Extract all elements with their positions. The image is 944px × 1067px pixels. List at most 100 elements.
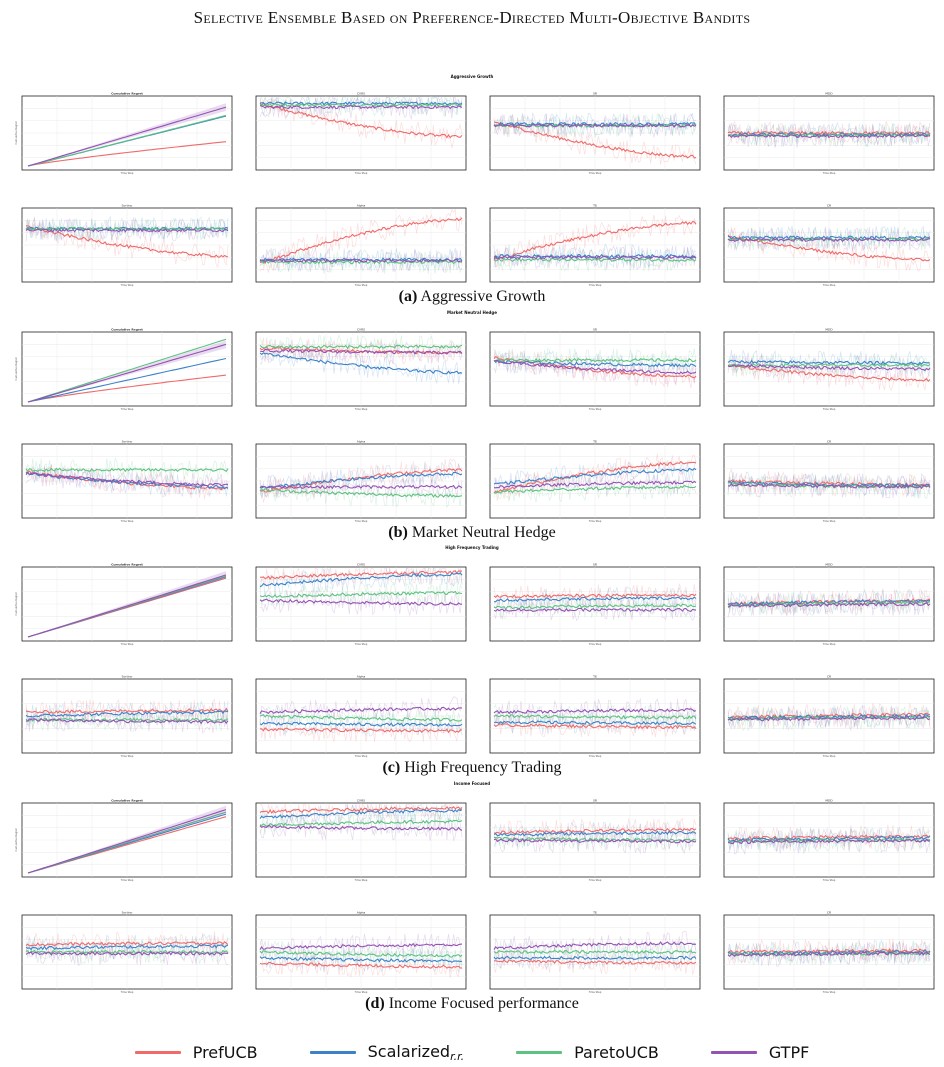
x-axis-label: Time Step <box>121 171 134 175</box>
series-noise-gtpf <box>493 597 697 622</box>
panel-title: SR <box>593 799 597 803</box>
figure-legend: PrefUCB Scalarizedr.r. ParetoUCB GTPF <box>0 1040 944 1064</box>
series-noise-scalarized <box>493 111 697 136</box>
x-axis-label: Time Step <box>355 990 368 994</box>
x-axis-label: Time Step <box>823 171 836 175</box>
panel-title: MDD <box>825 92 833 96</box>
series-noise-paretoucb <box>727 705 931 732</box>
series-noise-prefucb <box>25 931 229 957</box>
metric-panel-cvrs: CVRS Time Step <box>248 328 468 416</box>
panel-title: TE <box>592 204 597 208</box>
caption-text: Income Focused performance <box>384 995 579 1012</box>
x-axis-label: Time Step <box>589 878 602 882</box>
series-line-prefucb <box>727 130 931 136</box>
caption-tag: (a) <box>398 288 418 305</box>
series-line-paretoucb <box>493 357 697 363</box>
metric-panel-cr: CR Time Step <box>716 440 936 528</box>
series-noise-scalarized <box>25 699 229 726</box>
series-line-paretoucb <box>493 257 697 263</box>
series-line-prefucb <box>25 470 229 491</box>
panel-title: MDD <box>825 563 833 567</box>
x-axis-label: Time Step <box>823 407 836 411</box>
series-line-paretoucb <box>727 837 931 844</box>
x-axis-label: Time Step <box>823 283 836 287</box>
series-noise-prefucb <box>493 583 697 608</box>
series-line-gtpf <box>727 237 931 243</box>
series-line-prefucb <box>493 121 697 159</box>
figure-group-title: Aggressive Growth <box>450 74 494 79</box>
series-line-scalarized <box>259 956 463 963</box>
series-noise-paretoucb <box>493 112 697 139</box>
series-noise-gtpf <box>493 351 697 385</box>
panel-title: Alpha <box>357 440 366 444</box>
metric-panel-sr: SR Time Step <box>482 92 702 180</box>
x-axis-label: Time Step <box>121 754 134 758</box>
regret-line-paretoucb <box>27 114 227 167</box>
series-noise-prefucb <box>493 713 697 738</box>
series-line-gtpf <box>259 348 463 355</box>
x-axis-label: Time Step <box>121 407 134 411</box>
series-line-gtpf <box>493 123 697 128</box>
series-noise-scalarized <box>727 225 931 251</box>
panel-title: Sortino <box>122 440 133 444</box>
series-noise-gtpf <box>727 942 931 967</box>
metric-panel-sortino: Sortino Time Step <box>14 204 234 292</box>
series-line-gtpf <box>493 941 697 950</box>
series-noise-gtpf <box>259 696 463 724</box>
series-line-prefucb <box>259 806 463 815</box>
series-noise-scalarized <box>493 821 697 847</box>
regret-line-scalarized <box>27 357 227 403</box>
series-line-paretoucb <box>493 484 697 495</box>
panel-title: CR <box>827 911 831 915</box>
series-noise-scalarized <box>727 704 931 729</box>
series-line-prefucb <box>493 460 697 494</box>
y-axis-label: Cumulative Regret <box>14 357 18 380</box>
series-line-prefucb <box>259 570 463 580</box>
series-line-gtpf <box>727 951 931 958</box>
metric-panel-te: TE Time Step <box>482 911 702 999</box>
panel-title: Alpha <box>357 675 366 679</box>
x-axis-label: Time Step <box>355 878 368 882</box>
series-noise-scalarized <box>727 939 931 965</box>
legend-item-paretoucb: ParetoUCB <box>516 1043 659 1062</box>
panel-title: CVRS <box>357 328 365 332</box>
series-noise-scalarized <box>727 121 931 147</box>
series-noise-scalarized <box>727 471 931 498</box>
series-line-prefucb <box>259 217 463 264</box>
metric-panel-cvrs: CVRS Time Step <box>248 92 468 180</box>
series-line-scalarized <box>493 720 697 726</box>
legend-subscript: r.r. <box>450 1049 465 1063</box>
series-line-gtpf <box>25 951 229 956</box>
panel-title: Cumulative Regret <box>111 328 143 332</box>
series-noise-scalarized <box>259 803 463 830</box>
series-line-gtpf <box>493 255 697 260</box>
x-axis-label: Time Step <box>589 519 602 523</box>
panel-title: CR <box>827 440 831 444</box>
series-line-gtpf <box>727 133 930 139</box>
legend-label: PrefUCB <box>192 1042 258 1062</box>
series-line-paretoucb <box>259 819 463 827</box>
legend-swatch <box>134 1050 181 1054</box>
series-noise-gtpf <box>727 705 931 732</box>
panel-title: Sortino <box>122 911 133 915</box>
series-line-prefucb <box>493 593 697 599</box>
series-line-prefucb <box>259 102 463 139</box>
panel-title: Alpha <box>357 911 366 915</box>
series-noise-prefucb <box>493 214 697 268</box>
series-line-gtpf <box>727 363 931 372</box>
series-line-scalarized <box>259 471 463 489</box>
caption-tag: (b) <box>388 524 408 541</box>
panel-title: CR <box>827 675 831 679</box>
regret-line-paretoucb <box>27 338 227 403</box>
metric-panel-cumulative-regret: Cumulative Regret Time Step Cumulative Reg… <box>14 92 234 180</box>
x-axis-label: Time Step <box>823 519 836 523</box>
series-line-scalarized <box>494 596 697 603</box>
series-line-gtpf <box>728 838 931 845</box>
series-noise-paretoucb <box>259 249 463 274</box>
series-line-scalarized <box>259 721 463 728</box>
series-line-scalarized <box>493 359 697 368</box>
legend-item-scalarized: Scalarizedr.r. <box>309 1042 465 1063</box>
series-noise-prefucb <box>25 698 229 725</box>
x-axis-label: Time Step <box>355 642 368 646</box>
x-axis-label: Time Step <box>121 878 134 882</box>
